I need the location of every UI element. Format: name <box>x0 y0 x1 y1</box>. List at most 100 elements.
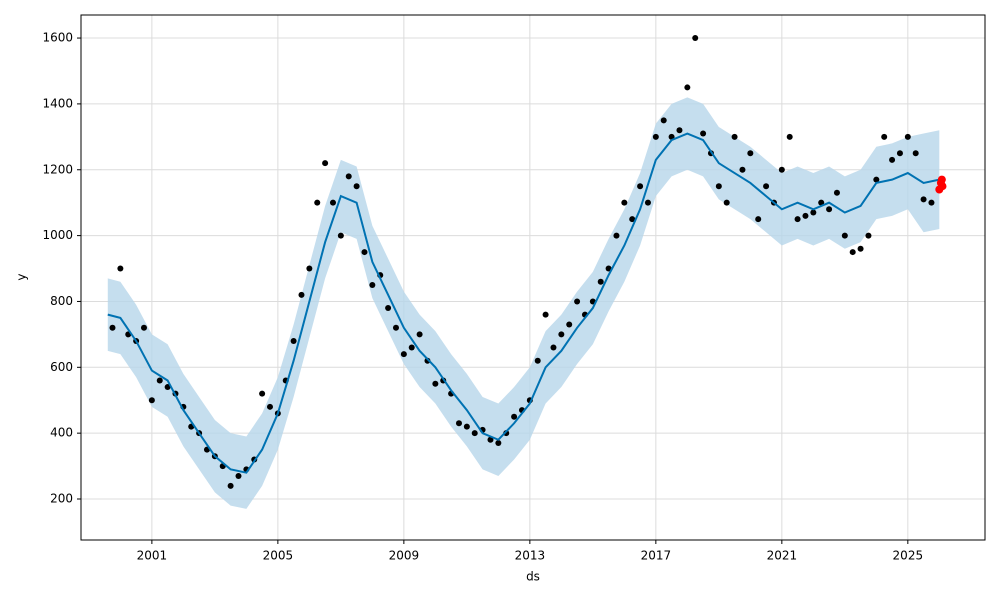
observed-point <box>235 472 242 479</box>
observed-point <box>739 166 746 173</box>
y-tick-label: 1400 <box>42 96 73 110</box>
observed-point <box>408 344 415 351</box>
observed-point <box>865 232 872 239</box>
y-tick-label: 1200 <box>42 162 73 176</box>
band-layer <box>107 97 940 509</box>
uncertainty-band <box>107 97 940 509</box>
observed-point <box>400 351 407 358</box>
x-tick-label: 2009 <box>389 549 420 563</box>
observed-point <box>455 420 462 427</box>
observed-point <box>392 324 399 331</box>
observed-point <box>117 265 124 272</box>
observed-point <box>873 176 880 183</box>
y-tick-label: 1000 <box>42 228 73 242</box>
y-axis-label: y <box>15 273 29 280</box>
y-tick-label: 400 <box>50 426 73 440</box>
observed-point <box>794 216 801 223</box>
observed-point <box>621 199 628 206</box>
observed-point <box>904 133 911 140</box>
x-tick-label: 2001 <box>137 549 168 563</box>
observed-point <box>322 160 329 167</box>
observed-point <box>290 337 297 344</box>
x-tick-label: 2025 <box>893 549 924 563</box>
observed-point <box>329 199 336 206</box>
observed-point <box>715 183 722 190</box>
observed-point <box>550 344 557 351</box>
observed-point <box>629 216 636 223</box>
observed-point <box>755 216 762 223</box>
y-tick-label: 1600 <box>42 31 73 45</box>
observed-point <box>826 206 833 213</box>
observed-point <box>896 150 903 157</box>
observed-point <box>676 127 683 134</box>
ticks: 2001 2005 2009 2013 2017 2021 2025 200 400 600 800… <box>42 31 923 563</box>
observed-point <box>747 150 754 157</box>
observed-point <box>306 265 313 272</box>
observed-point <box>337 232 344 239</box>
observed-point <box>889 156 896 163</box>
observed-layer <box>109 35 935 489</box>
y-tick-label: 600 <box>50 360 73 374</box>
observed-point <box>692 35 699 42</box>
observed-point <box>109 324 116 331</box>
plot-frame <box>80 14 986 541</box>
observed-point <box>912 150 919 157</box>
observed-point <box>928 199 935 206</box>
observed-point <box>259 390 266 397</box>
observed-point <box>778 166 785 173</box>
observed-point <box>637 183 644 190</box>
future-point <box>937 175 946 184</box>
observed-point <box>361 249 368 256</box>
observed-point <box>416 331 423 338</box>
observed-point <box>471 430 478 437</box>
observed-point <box>314 199 321 206</box>
observed-point <box>763 183 770 190</box>
observed-point <box>156 377 163 384</box>
observed-point <box>841 232 848 239</box>
forecast-line <box>107 132 940 474</box>
observed-point <box>660 117 667 124</box>
observed-point <box>566 321 573 328</box>
observed-point <box>810 209 817 216</box>
y-tick-label: 200 <box>50 492 73 506</box>
observed-point <box>574 298 581 305</box>
observed-point <box>164 384 171 391</box>
x-tick-label: 2005 <box>263 549 294 563</box>
observed-point <box>652 133 659 140</box>
observed-point <box>668 133 675 140</box>
observed-point <box>802 212 809 219</box>
observed-point <box>385 305 392 312</box>
observed-point <box>534 357 541 364</box>
observed-point <box>857 245 864 252</box>
observed-point <box>684 84 691 91</box>
observed-point <box>731 133 738 140</box>
observed-point <box>227 482 234 489</box>
observed-point <box>495 440 502 447</box>
observed-point <box>881 133 888 140</box>
observed-point <box>818 199 825 206</box>
future-point <box>938 182 947 191</box>
observed-point <box>613 232 620 239</box>
observed-point <box>700 130 707 137</box>
observed-point <box>345 173 352 180</box>
observed-point <box>920 196 927 203</box>
observed-point <box>849 249 856 256</box>
x-axis-label: ds <box>526 570 540 584</box>
line-layer <box>107 132 947 474</box>
observed-point <box>140 324 147 331</box>
y-tick-label: 800 <box>50 294 73 308</box>
observed-point <box>511 413 518 420</box>
observed-point <box>597 278 604 285</box>
observed-point <box>298 291 305 298</box>
x-tick-label: 2017 <box>641 549 672 563</box>
observed-point <box>266 403 273 410</box>
observed-point <box>487 436 494 443</box>
observed-point <box>786 133 793 140</box>
x-tick-label: 2013 <box>515 549 546 563</box>
observed-point <box>558 331 565 338</box>
observed-point <box>353 183 360 190</box>
x-tick-label: 2021 <box>767 549 798 563</box>
observed-point <box>369 281 376 288</box>
observed-point <box>723 199 730 206</box>
